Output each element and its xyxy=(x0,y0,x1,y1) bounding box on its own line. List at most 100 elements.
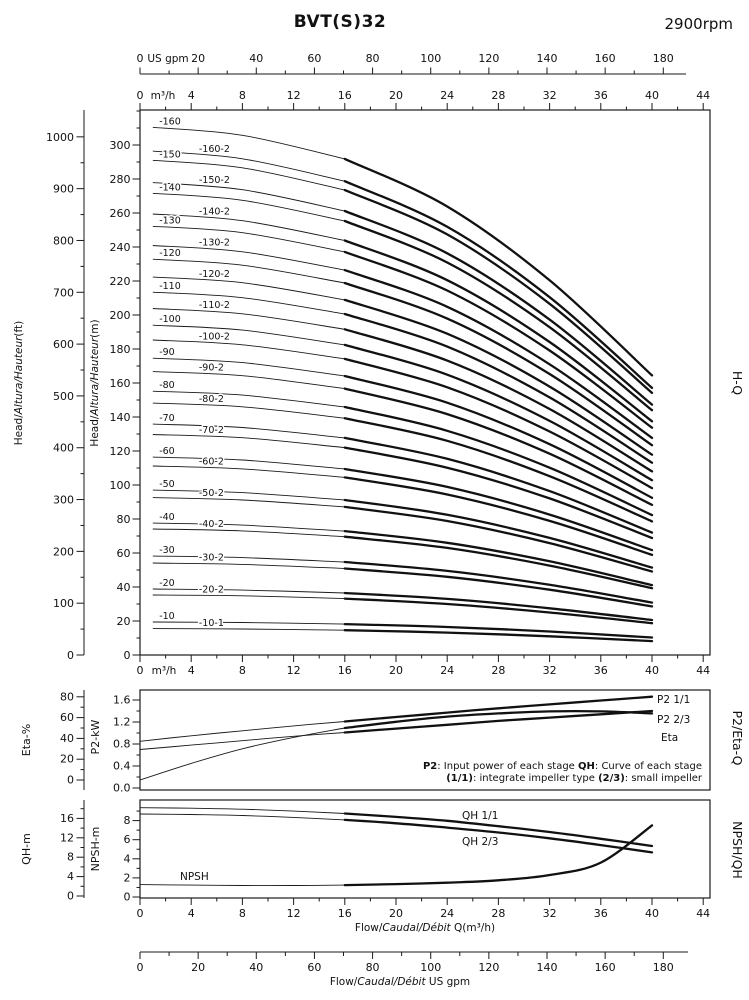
hq-curve--30-2-bold xyxy=(343,567,654,608)
flow-m3h-tick-label: 40 xyxy=(645,907,659,920)
hq-curve-label: -50-2 xyxy=(199,488,224,499)
hq-curve--130-2 xyxy=(152,245,345,271)
flow-m3h-tick-label: 20 xyxy=(389,907,403,920)
curve-Eta xyxy=(139,727,345,781)
label-segment: (m) xyxy=(89,319,101,337)
ft-tick-label: 100 xyxy=(53,597,74,610)
curve-QH-1-1 xyxy=(139,807,345,814)
hq-curve--40-2-bold xyxy=(343,535,654,590)
curve-NPSH xyxy=(139,884,345,887)
hq-curve--110 xyxy=(152,291,345,315)
label-segment: Head/ xyxy=(89,415,101,446)
rpm-label: 2900rpm xyxy=(664,15,733,33)
hq-curve--80-bold xyxy=(343,405,654,517)
hq-curve-label: -30 xyxy=(159,545,175,556)
top-gpm-tick-label: 100 xyxy=(420,52,441,65)
top-gpm-tick-label: 0 xyxy=(137,52,144,65)
hq-curve-label: -90 xyxy=(159,347,175,358)
hq-curve--50-bold xyxy=(343,498,654,569)
curve-label: QH 1/1 xyxy=(462,810,498,822)
qh-tick-label: 12 xyxy=(60,831,74,844)
hq-curve-label: -20 xyxy=(159,578,175,589)
label-segment: : small impeller xyxy=(625,773,703,784)
m-tick-label: 20 xyxy=(117,615,131,628)
hq-curve--10 xyxy=(152,621,345,625)
m-tick-label: 40 xyxy=(117,581,131,594)
m-tick-label: 300 xyxy=(110,139,131,152)
p2-tick-label: 1.2 xyxy=(113,716,131,729)
hq-curve-label: -80 xyxy=(159,380,175,391)
hq-curve--120-2-bold xyxy=(343,298,654,456)
hq-curve--90-2-bold xyxy=(343,387,654,507)
hq-curve--10-1 xyxy=(152,628,345,631)
hq-curve-label: -120 xyxy=(159,248,181,259)
hq-curve--10-bold xyxy=(343,622,654,639)
hq-curve--30 xyxy=(152,555,345,563)
flow-gpm-tick-label: 160 xyxy=(595,961,616,974)
flow-m3h-axis-title: Flow/Caudal/Débit Q(m³/h) xyxy=(355,922,495,934)
hq-curve--150-2-bold xyxy=(343,209,654,406)
hq-curve--60 xyxy=(152,456,345,470)
top-m3h-tick-label: 20 xyxy=(389,89,403,102)
top-gpm-unit-label: US gpm xyxy=(147,53,188,65)
hq-curve--150-2 xyxy=(152,182,345,212)
label-segment: Altura/Hauteur xyxy=(13,336,25,415)
label-segment: (2/3) xyxy=(598,773,625,784)
flow-gpm-tick-label: 40 xyxy=(249,961,263,974)
bottom-m3h-tick-label: 44 xyxy=(696,664,710,677)
bottom-m3h-tick-label: 24 xyxy=(440,664,454,677)
p2-axis-title: P2-kW xyxy=(89,719,102,754)
curve-P2-2-3-bold xyxy=(343,709,654,734)
flow-m3h-tick-label: 0 xyxy=(137,907,144,920)
hq-curve-label: -140 xyxy=(159,182,181,193)
label-segment: Head/ xyxy=(13,414,25,445)
flow-gpm-tick-label: 120 xyxy=(478,961,499,974)
top-m3h-tick-label: 24 xyxy=(440,89,454,102)
hq-curve-label: -160 xyxy=(159,116,181,127)
hq-curve--20 xyxy=(152,588,345,594)
hq-curve-label: -80-2 xyxy=(199,394,224,405)
hq-curve-label: -110 xyxy=(159,281,181,292)
hq-curve--160-2 xyxy=(152,150,345,182)
hq-curve--50 xyxy=(152,489,345,501)
curve-label: P2 2/3 xyxy=(657,714,690,726)
hq-curve--70 xyxy=(152,423,345,439)
label-segment: Caudal/Débit xyxy=(382,922,451,934)
npsh-tick-label: 2 xyxy=(124,871,131,884)
label-segment: Altura/Hauteur xyxy=(89,337,101,416)
label-segment: : integrate impeller type xyxy=(473,773,598,784)
eta-tick-label: 0 xyxy=(67,774,74,787)
hq-curve-label: -30-2 xyxy=(199,553,224,564)
flow-m3h-tick-label: 8 xyxy=(239,907,246,920)
ft-tick-label: 900 xyxy=(53,183,74,196)
label-segment: QH xyxy=(578,761,595,772)
hq-curve--50-2 xyxy=(152,497,345,508)
hq-curve-label: -50 xyxy=(159,479,175,490)
hq-curve-label: -110-2 xyxy=(199,300,230,311)
curve-Eta-bold xyxy=(343,709,654,730)
m-tick-label: 260 xyxy=(110,207,131,220)
curve-P2-1-1 xyxy=(139,721,345,742)
npsh-tick-label: 4 xyxy=(124,852,131,865)
hq-curve-label: -130 xyxy=(159,215,181,226)
bottom-m3h-tick-label: 28 xyxy=(491,664,505,677)
hq-curve--80 xyxy=(152,390,345,408)
hq-curve-label: -10-1 xyxy=(199,618,224,629)
m-tick-label: 120 xyxy=(110,445,131,458)
qh-tick-label: 0 xyxy=(67,890,74,903)
hq-curve--50-2-bold xyxy=(343,505,654,573)
hq-section-label: H-Q xyxy=(730,371,745,395)
curve-label: QH 2/3 xyxy=(462,836,498,848)
flow-m3h-tick-label: 36 xyxy=(594,907,608,920)
flow-m3h-tick-label: 24 xyxy=(440,907,454,920)
hq-curve--20-2-bold xyxy=(343,597,654,625)
bottom-m3h-tick-label: 20 xyxy=(389,664,403,677)
top-gpm-tick-label: 160 xyxy=(595,52,616,65)
label-segment: Flow/ xyxy=(355,922,383,934)
head-ft-axis-title: Head/Altura/Hauteur(ft) xyxy=(13,321,25,446)
hq-curve--70-2-bold xyxy=(343,446,654,540)
p2-tick-label: 0.8 xyxy=(113,738,131,751)
bottom-m3h-tick-label: 8 xyxy=(239,664,246,677)
